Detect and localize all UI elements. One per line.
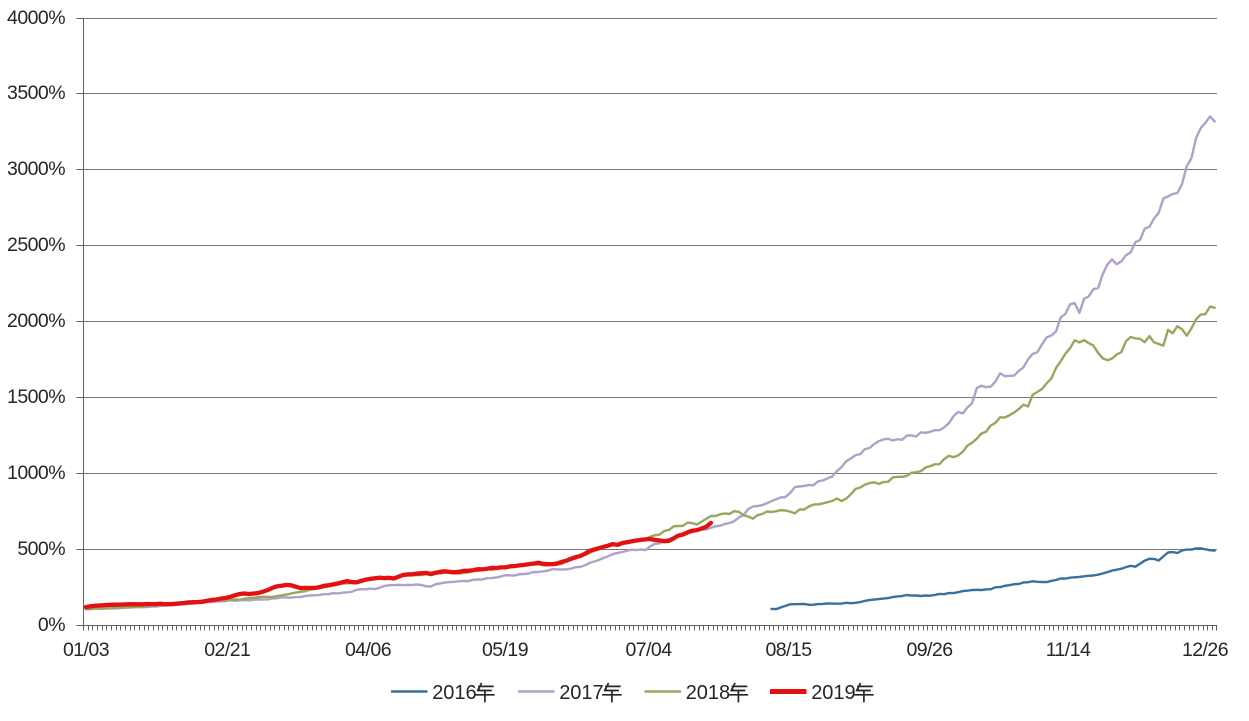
svg-text:04/06: 04/06	[345, 639, 391, 661]
svg-text:2018: 2018	[686, 682, 731, 704]
svg-text:3500%: 3500%	[7, 82, 65, 104]
svg-text:1500%: 1500%	[7, 386, 65, 408]
svg-text:05/19: 05/19	[482, 639, 528, 661]
svg-text:2017: 2017	[559, 682, 604, 704]
svg-text:2000%: 2000%	[7, 310, 65, 332]
svg-text:07/04: 07/04	[625, 639, 672, 661]
svg-text:11/14: 11/14	[1046, 639, 1091, 661]
svg-text:0%: 0%	[38, 614, 65, 636]
svg-text:1000%: 1000%	[7, 462, 65, 484]
svg-text:09/26: 09/26	[906, 639, 952, 661]
svg-text:2500%: 2500%	[7, 234, 65, 256]
svg-text:12/26: 12/26	[1182, 639, 1228, 661]
svg-text:4000%: 4000%	[7, 7, 65, 29]
svg-text:2016: 2016	[432, 682, 477, 704]
svg-text:500%: 500%	[17, 538, 65, 560]
svg-text:08/15: 08/15	[765, 639, 812, 661]
svg-text:3000%: 3000%	[7, 158, 65, 180]
svg-text:2019: 2019	[811, 682, 856, 704]
svg-text:01/03: 01/03	[63, 639, 109, 661]
svg-text:02/21: 02/21	[204, 639, 250, 661]
